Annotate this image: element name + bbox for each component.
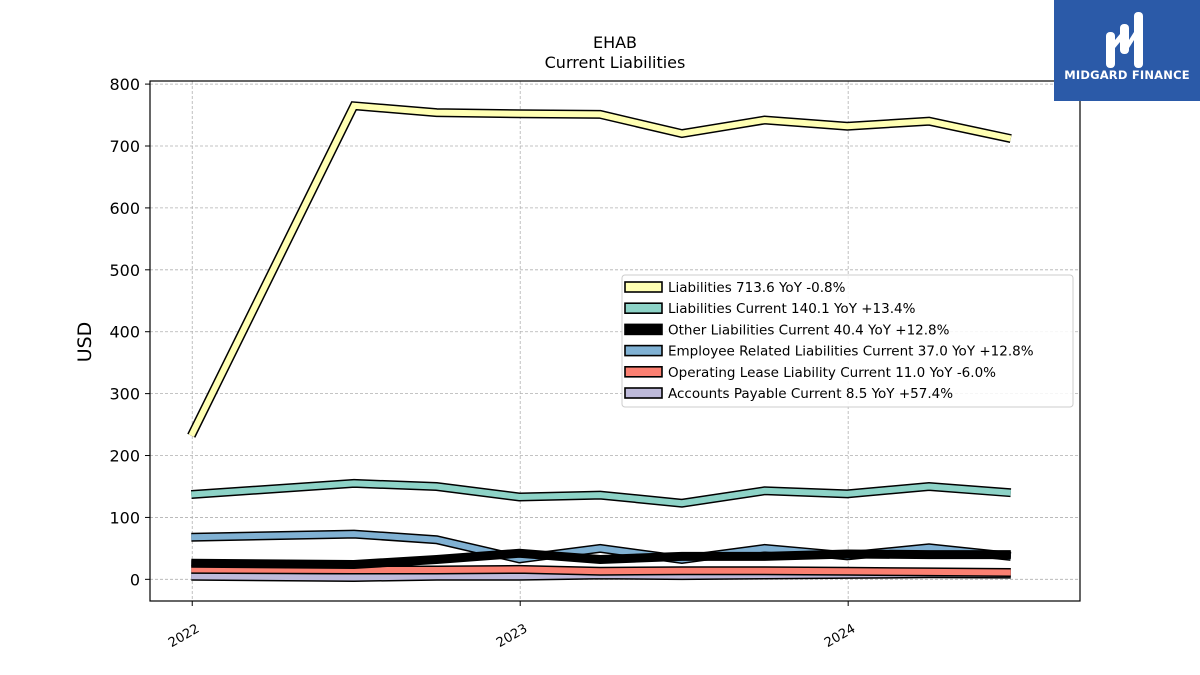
legend-label: Accounts Payable Current 8.5 YoY +57.4% <box>668 386 953 402</box>
x-tick-label: 2022 <box>166 621 202 651</box>
y-tick-label: 600 <box>109 199 140 218</box>
y-tick-label: 0 <box>130 570 140 589</box>
y-axis: 0 100 200 300 400 500 600 700 800 <box>109 75 150 589</box>
x-tick-label: 2024 <box>822 621 858 651</box>
y-tick-label: 400 <box>109 323 140 342</box>
brand-name: MIDGARD FINANCE <box>1064 68 1190 82</box>
legend-swatch <box>624 365 663 378</box>
y-tick-label: 800 <box>109 75 140 94</box>
y-tick-label: 700 <box>109 137 140 156</box>
legend-label: Other Liabilities Current 40.4 YoY +12.8… <box>668 322 950 338</box>
legend-swatch <box>624 344 663 357</box>
y-tick-label: 300 <box>109 385 140 404</box>
series-line <box>191 550 1011 568</box>
legend: Liabilities 713.6 YoY -0.8% Liabilities C… <box>621 274 1074 408</box>
legend-label: Employee Related Liabilities Current 37.… <box>668 344 1034 360</box>
legend-swatch <box>624 387 663 399</box>
legend-label: Operating Lease Liability Current 11.0 Y… <box>668 365 996 381</box>
legend-box <box>621 274 1074 408</box>
x-axis: 2022 2023 2024 <box>166 601 858 651</box>
series-liabilities <box>187 101 1012 438</box>
legend-swatch <box>624 302 663 315</box>
chart-title: EHAB <box>593 33 637 52</box>
series-line <box>191 566 1011 576</box>
legend-swatch <box>624 281 663 293</box>
series-layer <box>187 101 1012 583</box>
legend-label: Liabilities 713.6 YoY -0.8% <box>668 280 846 296</box>
chart-subtitle: Current Liabilities <box>545 53 686 72</box>
series-line <box>188 102 1012 438</box>
series-line <box>191 480 1012 507</box>
y-tick-label: 100 <box>109 508 140 527</box>
plot-frame <box>149 80 1081 602</box>
legend-swatch <box>624 323 663 336</box>
y-axis-label: USD <box>74 322 96 363</box>
series-other-liabilities-current <box>191 548 1011 570</box>
y-tick-label: 200 <box>109 447 140 466</box>
x-tick-label: 2023 <box>494 621 530 651</box>
legend-label: Liabilities Current 140.1 YoY +13.4% <box>668 301 916 317</box>
brand-logo: MIDGARD FINANCE <box>1054 0 1200 101</box>
series-operating-lease-liability-current <box>191 564 1011 577</box>
y-tick-label: 500 <box>109 261 140 280</box>
midgard-logo-icon <box>1106 12 1143 68</box>
series-liabilities-current <box>190 478 1012 508</box>
